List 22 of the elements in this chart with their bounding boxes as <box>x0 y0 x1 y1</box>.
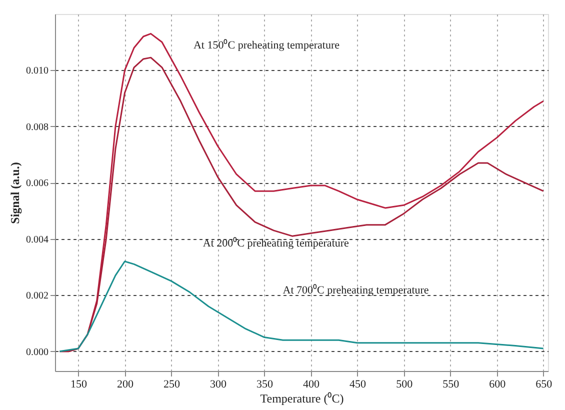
x-tick-label: 250 <box>164 378 181 390</box>
x-tick-label: 200 <box>117 378 134 390</box>
y-axis-title: Signal (a.u.) <box>8 162 22 224</box>
x-tick-label: 400 <box>303 378 320 390</box>
y-tick-label: 0.000 <box>26 346 48 358</box>
x-tick-label: 650 <box>536 378 553 390</box>
y-tick-label: 0.006 <box>26 178 48 190</box>
x-tick-label: 600 <box>489 378 506 390</box>
x-tick-label: 450 <box>350 378 367 390</box>
x-axis-title: Temperature (⁰C) <box>260 392 344 406</box>
x-tick-label: 350 <box>256 378 274 390</box>
x-tick-label: 550 <box>442 378 460 390</box>
x-tick-label: 150 <box>70 378 88 390</box>
x-tick-label: 300 <box>210 378 228 390</box>
annotation: At 700⁰C preheating temperature <box>282 284 429 296</box>
y-tick-label: 0.004 <box>26 234 48 246</box>
y-tick-label: 0.008 <box>26 122 48 133</box>
annotation: At 150⁰C preheating temperature <box>193 38 340 52</box>
y-tick-label: 0.002 <box>26 290 48 302</box>
annotation: At 200⁰C preheating temperature <box>202 236 350 250</box>
x-tick-label: 500 <box>396 378 414 390</box>
y-tick-label: 0.010 <box>26 66 48 77</box>
